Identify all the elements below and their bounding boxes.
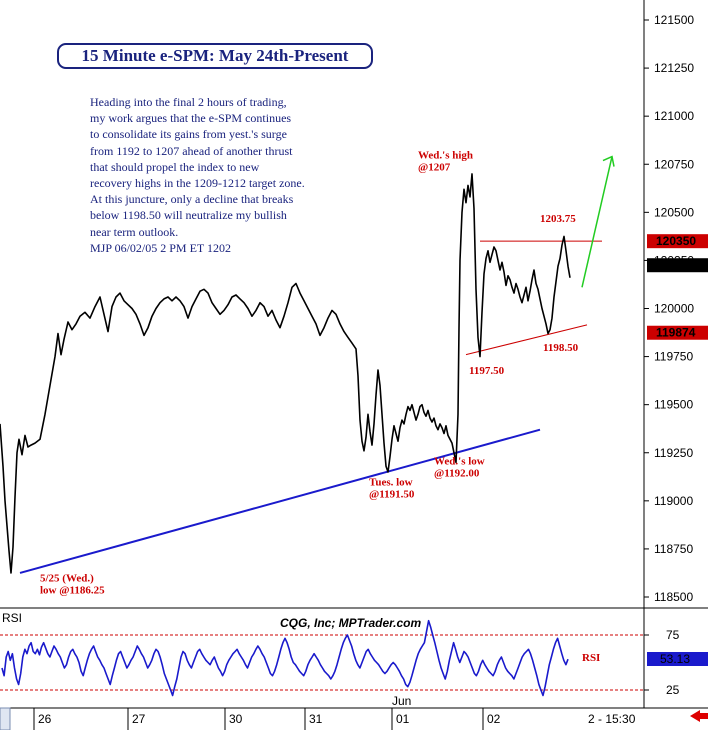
price-level-box — [647, 234, 708, 249]
x-tick-label: 26 — [38, 712, 52, 726]
x-tick-label: 31 — [309, 712, 323, 726]
chart-title: 15 Minute e-SPM: May 24th-Present — [57, 43, 373, 69]
price-tick-label: 121250 — [654, 61, 694, 75]
commentary-line: my work argues that the e-SPM continues — [90, 111, 292, 126]
rsi-value-box — [647, 652, 708, 666]
price-tick-label: 119750 — [654, 350, 693, 364]
commentary-line: that should propel the index to new — [90, 159, 260, 174]
commentary-line: below 1198.50 will neutralize my bullish — [90, 208, 287, 223]
price-tick-label: 119250 — [654, 446, 693, 460]
price-series-line — [0, 173, 571, 574]
price-level-label: 119874 — [656, 326, 696, 340]
price-tick-label: 120000 — [654, 302, 694, 316]
commentary-line: At this juncture, only a decline that br… — [90, 192, 294, 207]
price-tick-label: 118500 — [654, 590, 693, 604]
commentary-line: to consolidate its gains from yest.'s su… — [90, 127, 287, 142]
commentary-line: MJP 06/02/05 2 PM ET 1202 — [90, 240, 232, 255]
price-annotation: 5/25 (Wed.) — [40, 573, 94, 585]
support-trendline — [19, 428, 541, 574]
commentary-line: near term outlook. — [90, 224, 179, 239]
price-tick-label: 121500 — [654, 13, 694, 27]
commentary-line: Heading into the final 2 hours of tradin… — [90, 95, 287, 109]
x-tick-label: 01 — [396, 712, 410, 726]
price-tick-label: 119000 — [654, 494, 693, 508]
price-tick-label: 118750 — [654, 542, 693, 556]
price-annotation: @1191.50 — [369, 488, 415, 500]
plot-background — [0, 0, 644, 708]
rsi-panel-label: RSI — [2, 611, 22, 625]
rsi-tick-label: 25 — [666, 683, 680, 697]
price-annotation: Wed.'s low — [434, 455, 485, 467]
target-arrow-line — [581, 156, 613, 288]
target-arrow-head — [602, 155, 615, 167]
price-annotation: Tues. low — [369, 476, 413, 488]
x-tick-label: 30 — [229, 712, 243, 726]
scrollbar-handle — [0, 707, 11, 730]
price-tick-label: 121000 — [654, 109, 694, 123]
lower-channel-line — [465, 324, 588, 356]
price-level-label: 120225 — [656, 258, 696, 272]
price-tick-label: 119500 — [654, 398, 693, 412]
rsi-series-line — [1, 619, 569, 697]
commentary-text: Heading into the final 2 hours of tradin… — [90, 94, 380, 256]
x-month-label: Jun — [392, 694, 411, 708]
rsi-tick-label: 75 — [666, 628, 680, 642]
x-tick-label: 02 — [487, 712, 501, 726]
price-annotation: 1197.50 — [469, 365, 505, 377]
commentary-line: from 1192 to 1207 ahead of another thrus… — [90, 143, 293, 158]
x-tick-label: 27 — [132, 712, 146, 726]
price-level-box — [647, 325, 708, 340]
price-level-label: 120350 — [656, 234, 696, 248]
scroll-right-arrow-icon — [690, 710, 708, 722]
rsi-series-label: RSI — [582, 652, 600, 664]
watermark-text: CQG, Inc; MPTrader.com — [280, 616, 421, 630]
rsi-value-label: 53.13 — [660, 652, 690, 666]
price-annotation: 1203.75 — [540, 213, 576, 225]
price-annotation: 1198.50 — [543, 342, 579, 354]
commentary-line: recovery highs in the 1209-1212 target z… — [90, 176, 305, 191]
x-time-label: 2 - 15:30 — [588, 712, 636, 726]
price-annotation: low @1186.25 — [40, 585, 105, 597]
price-level-box — [647, 258, 708, 273]
price-annotation: @1207 — [418, 161, 451, 173]
price-annotation: Wed.'s high — [418, 149, 473, 161]
price-annotation: @1192.00 — [434, 467, 480, 479]
price-tick-label: 120500 — [654, 205, 694, 219]
price-tick-label: 120750 — [654, 157, 694, 171]
